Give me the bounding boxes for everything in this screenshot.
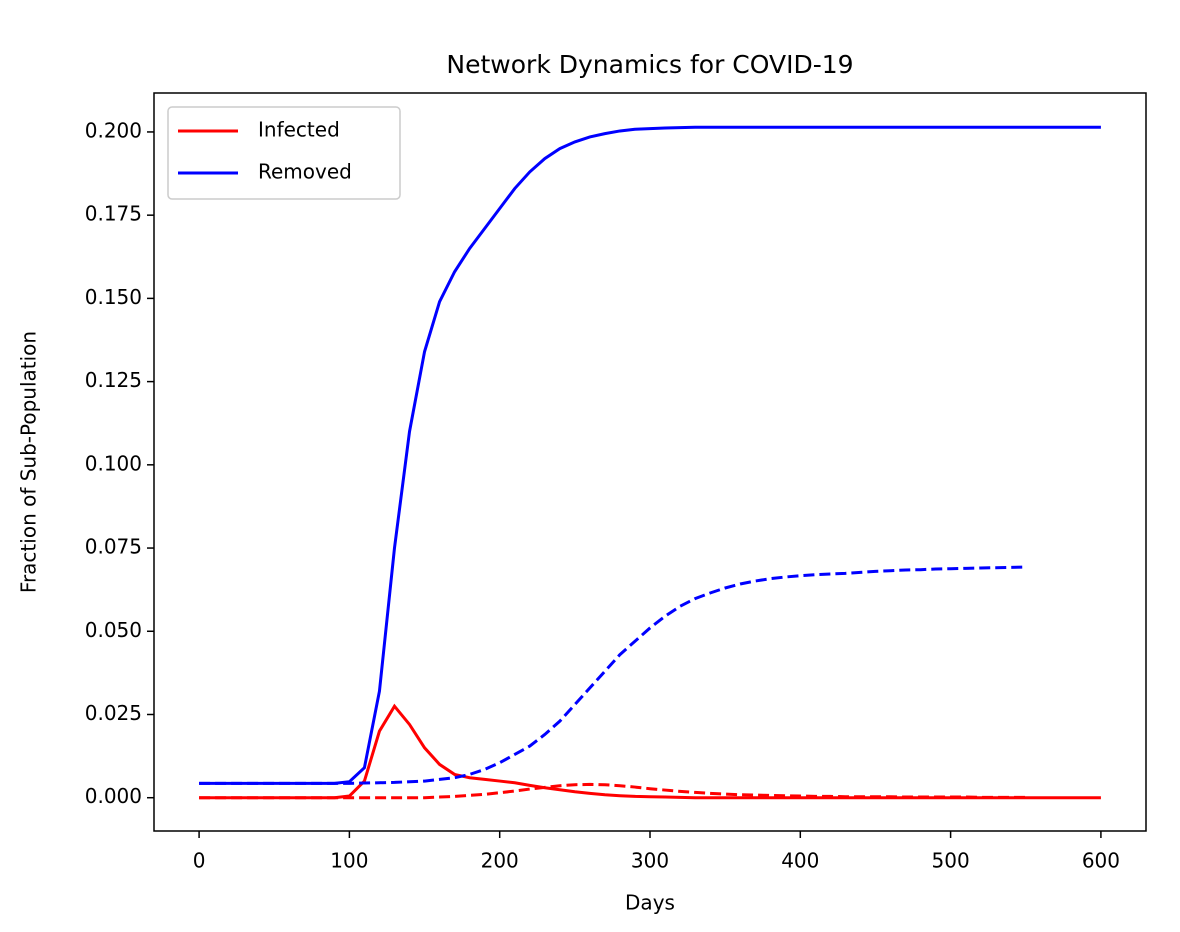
series-line <box>199 565 1026 785</box>
x-axis-label: Days <box>625 891 675 915</box>
y-tick-label: 0.050 <box>85 618 142 642</box>
plot-frame <box>153 92 1147 832</box>
x-tick-label: 0 <box>193 849 206 873</box>
y-tick-label: 0.100 <box>85 451 142 475</box>
y-axis-label: Fraction of Sub-Population <box>17 331 41 593</box>
series-line <box>199 782 1026 800</box>
legend-label: Removed <box>258 160 352 184</box>
x-tick-label: 600 <box>1082 849 1120 873</box>
x-tick-label: 200 <box>481 849 519 873</box>
chart-title: Network Dynamics for COVID-19 <box>446 50 853 79</box>
y-tick-label: 0.125 <box>85 368 142 392</box>
y-tick-label: 0.000 <box>85 784 142 808</box>
x-tick-label: 100 <box>330 849 368 873</box>
legend-label: Infected <box>258 118 340 142</box>
y-tick-label: 0.200 <box>85 118 142 142</box>
y-tick-label: 0.025 <box>85 701 142 725</box>
x-tick-label: 300 <box>631 849 669 873</box>
y-tick-label: 0.175 <box>85 202 142 226</box>
x-tick-label: 500 <box>932 849 970 873</box>
y-tick-label: 0.150 <box>85 285 142 309</box>
y-tick-label: 0.075 <box>85 535 142 559</box>
series-line <box>199 125 1101 785</box>
x-tick-label: 400 <box>781 849 819 873</box>
